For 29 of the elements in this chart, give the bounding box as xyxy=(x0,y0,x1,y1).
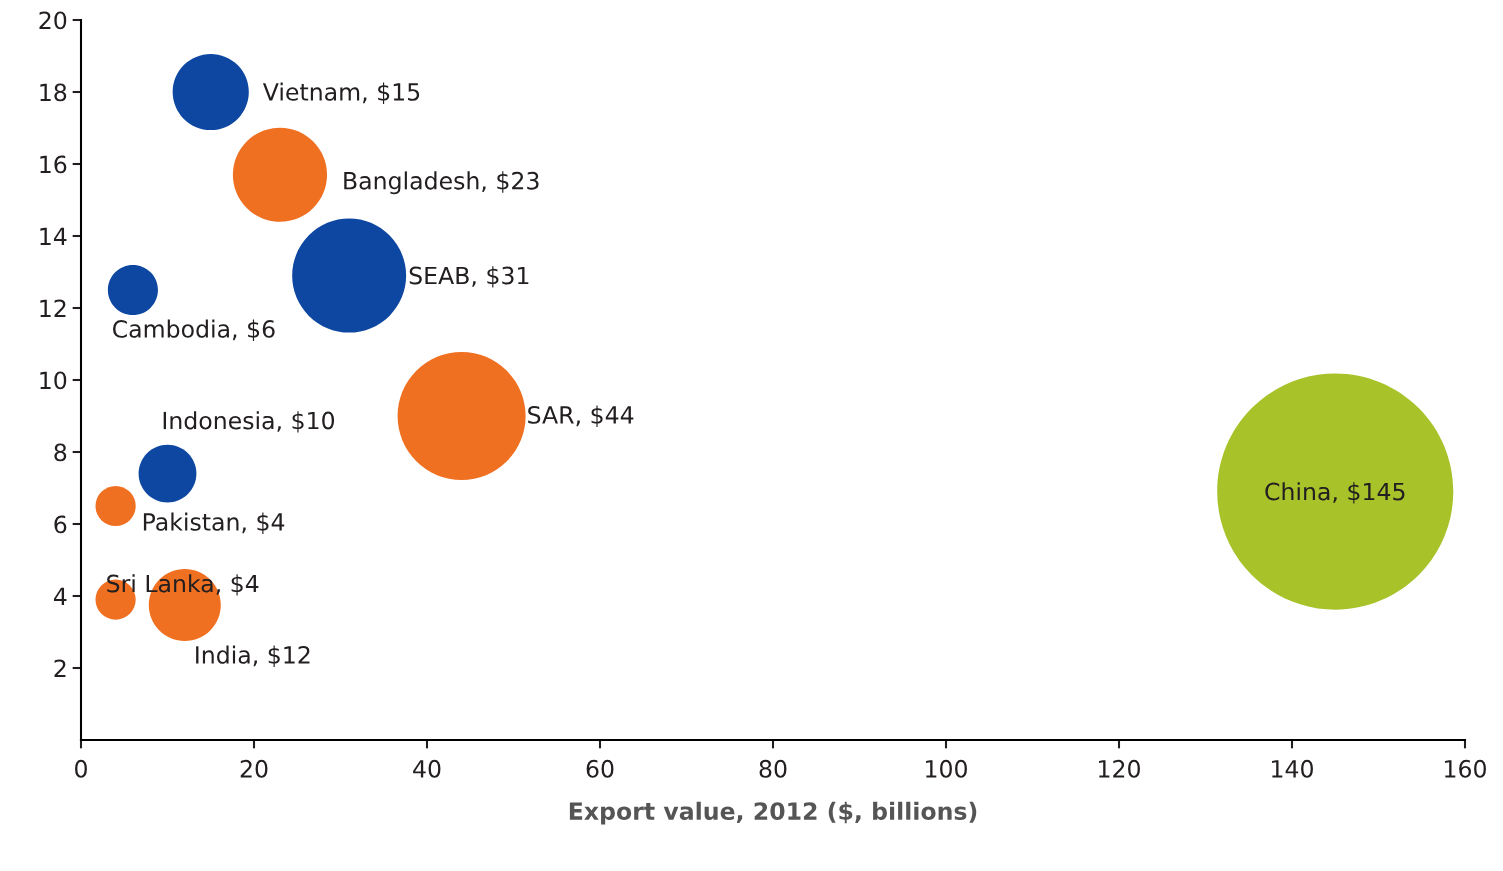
x-tick-label: 80 xyxy=(759,759,787,778)
annotation: Bangladesh, $23 xyxy=(344,171,539,195)
x-tick-label: 160 xyxy=(1445,759,1486,778)
x-tick-label: 40 xyxy=(413,759,441,778)
y-tick-label: 2 xyxy=(54,659,66,677)
x-tick-label: 20 xyxy=(240,759,268,778)
annotation: SAR, $44 xyxy=(528,405,634,427)
y-tick-label: 16 xyxy=(40,155,67,174)
y-tick-label: 4 xyxy=(53,587,67,605)
x-axis-title: Export value, 2012 ($, billions) xyxy=(569,801,977,825)
x-tick-label: 0 xyxy=(75,759,87,778)
x-tick-label: 140 xyxy=(1272,759,1313,778)
x-tick-label: 100 xyxy=(926,759,967,778)
y-tick-label: 18 xyxy=(40,83,67,102)
y-tick-label: 8 xyxy=(54,443,67,462)
annotation: Vietnam, $15 xyxy=(262,82,420,104)
y-tick-label: 20 xyxy=(39,11,67,30)
y-tick-label: 14 xyxy=(40,227,67,245)
y-tick-label: 10 xyxy=(40,371,67,390)
annotation: Cambodia, $6 xyxy=(112,319,275,341)
annotation: India, $12 xyxy=(196,645,310,667)
annotation: Pakistan, $4 xyxy=(143,512,285,534)
x-tick-label: 60 xyxy=(586,759,614,778)
annotation: SEAB, $31 xyxy=(409,266,529,288)
annotation: China, $145 xyxy=(1265,482,1405,504)
y-tick-label: 12 xyxy=(40,299,66,317)
x-tick-label: 120 xyxy=(1099,759,1140,778)
annotation: Indonesia, $10 xyxy=(163,411,335,433)
y-tick-label: 6 xyxy=(54,515,67,534)
